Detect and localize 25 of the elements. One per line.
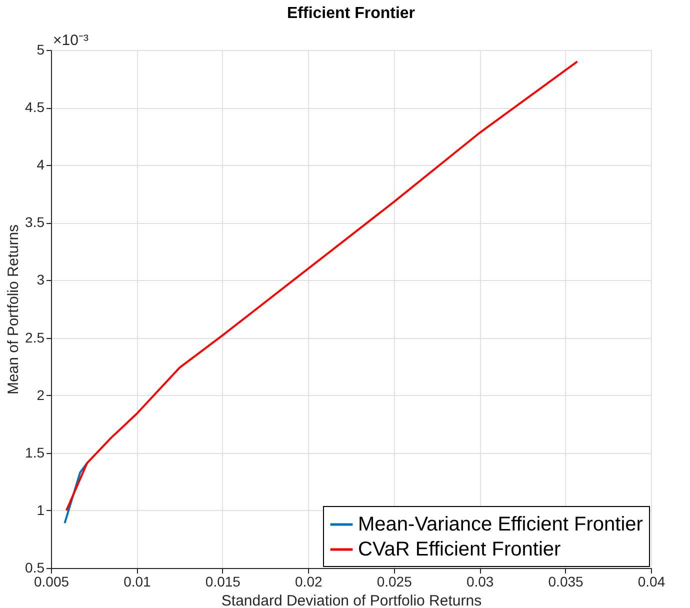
line-series	[65, 60, 578, 512]
chart-title: Efficient Frontier	[286, 5, 416, 22]
x-tick-label: 0.02	[295, 574, 322, 590]
y-tick-label: 4	[36, 156, 45, 173]
y-tick-label: 1	[36, 502, 45, 518]
y-tick-label: 5	[36, 42, 45, 58]
y-tick-label: 2.5	[25, 329, 45, 346]
x-axis-title: Standard Deviation of Portfolio Returns	[221, 592, 482, 608]
y-tick-label: 3	[36, 272, 45, 288]
x-tick-label: 0.01	[124, 574, 152, 590]
y-tick-label: 4.5	[25, 99, 45, 116]
text: ×10⁻³	[53, 32, 88, 49]
x-tick-label: 0.03	[466, 574, 494, 590]
y-tick-label: 0.5	[25, 560, 45, 576]
legend-label: CVaR Efficient Frontier	[358, 538, 562, 560]
x-tick-label: 0.025	[376, 574, 412, 590]
x-tick-label: 0.005	[34, 574, 70, 590]
x-tick-label: 0.04	[638, 574, 666, 590]
y-tick-label: 3.5	[25, 214, 45, 230]
x-tick-label: 0.035	[548, 574, 584, 590]
y-tick-label: 1.5	[25, 444, 45, 460]
y-tick-label: 2	[36, 386, 45, 403]
x-tick-label: 0.015	[205, 574, 241, 590]
y-axis-title: Mean of Portfolio Returns	[5, 224, 22, 395]
legend-label: Mean-Variance Efficient Frontier	[358, 514, 644, 536]
